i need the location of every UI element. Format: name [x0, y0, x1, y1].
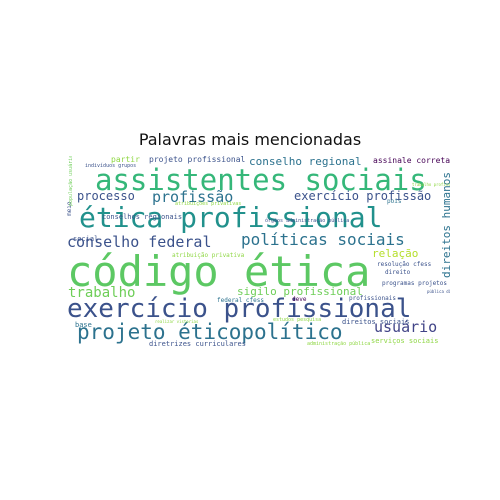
word-profissionais: profissionais [349, 295, 396, 302]
word-direitos-sociais: direitos sociais [342, 318, 410, 326]
word-trabalho-profissional: trabalho profissional [412, 182, 450, 187]
word-administracao-publica: administração pública [307, 341, 371, 347]
word-estudos-pesquisa: estudos pesquisa [273, 317, 322, 323]
word-conselho-regional: conselho regional [249, 156, 362, 168]
word-servicos-sociais: serviços sociais [371, 337, 439, 345]
word-politicas-sociais: políticas sociais [241, 230, 405, 249]
word-projeto-eticopolitico: projeto éticopolítico [77, 320, 343, 344]
word-direito: direito [385, 269, 411, 276]
word-assistentes-sociais: assistentes sociais [95, 163, 427, 197]
word-individuos-grupos: indivíduos grupos [85, 163, 137, 169]
word-atribuicoes-privativas: atribuições privativas [175, 201, 242, 207]
word-conselhos-regionais: conselhos regionais [102, 213, 183, 221]
word-base: base [75, 321, 92, 329]
word-exercicio-profissional: exercício profissional [67, 294, 412, 324]
word-processo: processo [77, 189, 135, 203]
word-direitos-humanos: direitos humanos [440, 172, 450, 278]
word-social: social [73, 235, 99, 243]
word-federal-cfess: federal cfess [217, 297, 264, 304]
chart-title: Palavras mais mencionadas [138, 130, 362, 149]
word-pois: pois [387, 198, 402, 205]
word-diretrizes-curriculares: diretrizes curriculares [149, 340, 246, 348]
word-exercicio-profissao: exercício profissão [294, 189, 432, 203]
word-publica-direta: pública direta [427, 289, 450, 294]
word-populacao-usuaria: população usuária [68, 156, 74, 206]
word-trabalho: trabalho [68, 285, 136, 301]
word-codigo-etica: código ética [67, 247, 371, 296]
word-usuario: usuário [374, 318, 438, 336]
word-atribuicao-privativa: atribuição privativa [172, 252, 245, 259]
word-relacao: relação [372, 247, 419, 260]
word-profissao: profissão [152, 188, 234, 206]
word-realizar-vistorias: realizar vistorias [155, 319, 199, 324]
word-etica-profissional: ética profissional [79, 201, 383, 234]
word-orgaos-administracao-publica: órgãos administração pública [265, 218, 350, 224]
word-partir: partir [111, 156, 140, 164]
word-sigilo-profissional: sigilo profissional [237, 285, 363, 298]
word-programas-projetos: programas projetos [382, 280, 448, 287]
word-projeto-profissional: projeto profissional [149, 156, 246, 164]
word-deve: deve [292, 296, 307, 303]
word-assinale-correta: assinale correta [373, 156, 450, 165]
word-conselho-federal: conselho federal [67, 233, 212, 251]
wordcloud-canvas: código ética assistentes sociais ética p… [67, 156, 450, 350]
word-resolucao-cfess: resolução cfess [377, 261, 432, 268]
